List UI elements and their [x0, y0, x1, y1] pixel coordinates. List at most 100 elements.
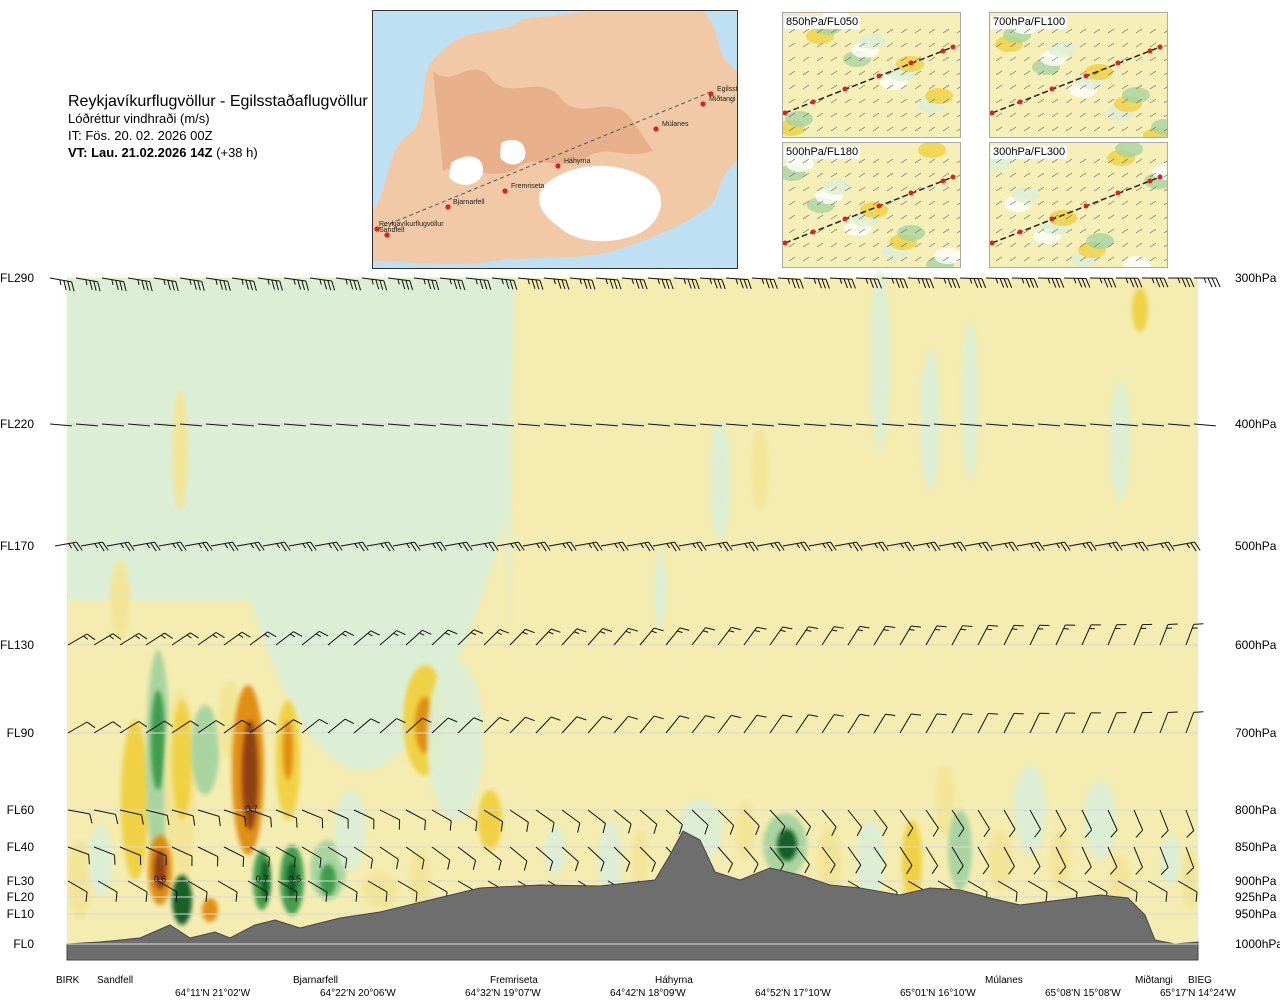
route-point-label: Háhyrna — [564, 158, 591, 165]
barb-feather — [986, 541, 993, 551]
barb-feather — [358, 542, 365, 552]
wind-barb — [431, 846, 451, 870]
route-point — [555, 163, 561, 169]
barb-feather — [856, 541, 863, 551]
barb-feather — [297, 279, 302, 290]
mini-barb — [942, 256, 950, 262]
barb-staff — [639, 846, 656, 864]
mini-barb — [1163, 216, 1167, 220]
barb-feather — [648, 541, 655, 551]
wind-barb — [197, 632, 225, 646]
velocity-cell — [191, 705, 219, 795]
barb-half-feather — [579, 278, 582, 285]
barb-half-feather — [677, 630, 683, 634]
mini-barb — [928, 158, 936, 164]
barb-half-feather — [501, 278, 504, 285]
wind-barb — [397, 880, 418, 902]
barb-feather — [1090, 712, 1101, 714]
wind-barb — [132, 541, 161, 552]
mini-barb — [1065, 70, 1073, 76]
barb-feather — [379, 280, 384, 290]
barb-feather — [112, 633, 122, 640]
mini-barb — [995, 256, 1003, 262]
wind-barb — [444, 541, 473, 552]
mini-barb — [914, 70, 922, 76]
flight-level-label: FL130 — [0, 638, 35, 652]
barb-feather — [472, 860, 476, 871]
route-point — [1157, 174, 1163, 180]
barb-feather — [499, 629, 509, 634]
wind-barb — [933, 423, 956, 427]
velocity-cell — [154, 850, 166, 890]
route-point-label: Reykjavíkurflugvöllur — [379, 221, 444, 228]
barb-staff — [951, 809, 965, 829]
wind-barb — [881, 423, 904, 427]
barb-feather — [1085, 278, 1091, 288]
barb-feather — [882, 541, 889, 551]
mini-barb — [1023, 200, 1031, 206]
mini-barb — [858, 172, 866, 178]
barb-feather — [483, 279, 488, 290]
mini-barb — [788, 158, 796, 164]
mini-barb — [1093, 172, 1101, 178]
barb-half-feather — [573, 631, 580, 635]
mini-barb — [914, 56, 922, 62]
barb-feather — [1135, 866, 1143, 875]
mini-barb — [858, 42, 866, 48]
mini-barb — [928, 172, 936, 178]
barb-staff — [179, 423, 202, 427]
wind-barb — [327, 809, 349, 829]
barb-feather — [570, 541, 577, 551]
mini-barb — [830, 98, 838, 104]
mini-barb — [816, 242, 824, 248]
mini-barb — [1023, 158, 1031, 164]
barb-feather — [932, 827, 939, 837]
thumbnail-300[interactable]: 300hPa/FL300 — [989, 142, 1168, 268]
barb-feather — [1167, 623, 1178, 625]
barb-feather — [396, 630, 406, 636]
barb-feather — [550, 716, 561, 721]
route-map[interactable]: Reykjavíkurflugvöllur Sandfell Bjarnarfell… — [372, 10, 738, 269]
barb-feather — [498, 860, 502, 871]
barb-feather — [821, 278, 826, 289]
mini-barb — [886, 200, 894, 206]
mini-barb — [1065, 172, 1073, 178]
barb-half-feather — [839, 278, 843, 284]
mini-barb — [1121, 228, 1129, 234]
mini-barb — [1149, 228, 1157, 234]
barb-half-feather — [787, 278, 791, 284]
mini-barb — [872, 242, 880, 248]
mini-barb — [956, 258, 960, 262]
mini-barb — [1037, 84, 1045, 90]
thumbnail-500[interactable]: 500hPa/FL180 — [782, 142, 961, 268]
wind-barb — [491, 423, 514, 427]
velocity-cell — [121, 720, 149, 880]
barb-half-feather — [510, 543, 515, 549]
barb-staff — [899, 713, 912, 734]
thumbnail-700[interactable]: 700hPa/FL100 — [989, 12, 1168, 138]
mini-barb — [1051, 98, 1059, 104]
barb-feather — [370, 858, 374, 869]
wind-barb — [574, 541, 603, 552]
barb-feather — [576, 628, 587, 633]
mini-barb — [816, 200, 824, 206]
barb-feather — [1215, 277, 1221, 288]
mini-barb — [942, 172, 950, 178]
mini-barb — [1009, 84, 1017, 90]
wind-barb — [595, 277, 622, 290]
route-point — [708, 91, 714, 97]
wind-barb — [673, 423, 696, 427]
barb-feather — [215, 720, 225, 727]
mini-barb — [858, 126, 866, 132]
mini-barb — [1121, 98, 1129, 104]
mini-barb — [1163, 258, 1167, 262]
barb-feather — [936, 625, 947, 628]
wind-barb — [127, 277, 153, 292]
wind-barb — [145, 632, 174, 646]
wind-barb — [803, 277, 830, 289]
barb-feather — [396, 859, 399, 870]
wind-barb — [985, 277, 1013, 289]
mini-barb — [1149, 158, 1157, 164]
thumbnail-850[interactable]: 850hPa/FL050 — [782, 12, 961, 138]
barb-staff — [127, 423, 150, 427]
